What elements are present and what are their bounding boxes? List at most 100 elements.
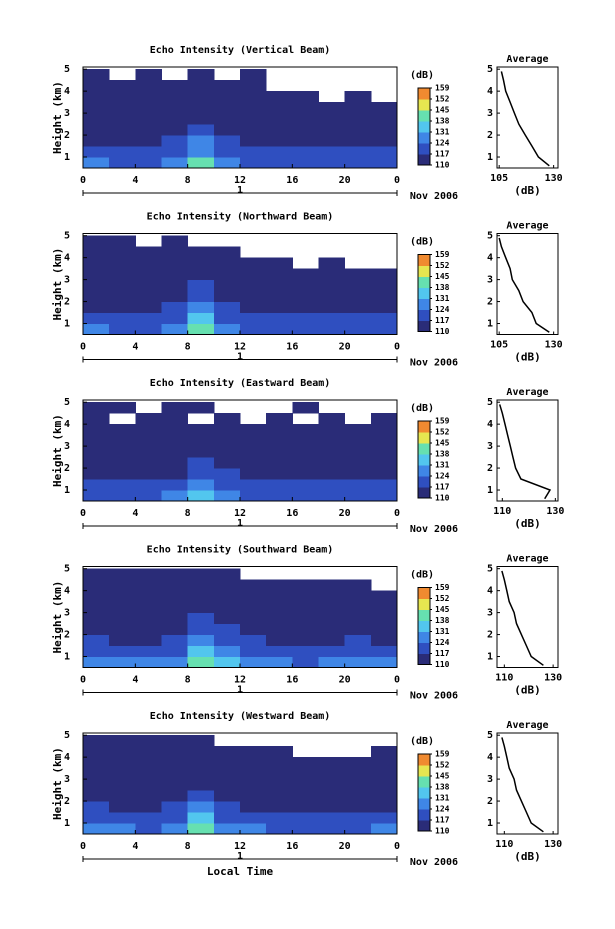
- heatmap-cell: [292, 124, 319, 136]
- heatmap-cell: [109, 113, 136, 125]
- heatmap-cell: [135, 757, 162, 769]
- heatmap-cell: [318, 823, 346, 835]
- colorbar-band: [418, 454, 430, 466]
- heatmap-cell: [292, 590, 319, 603]
- heatmap-cell: [187, 656, 215, 668]
- heatmap-cell: [318, 424, 346, 436]
- heatmap-cell: [344, 601, 372, 614]
- heatmap-cell: [135, 290, 162, 303]
- colorbar-band: [418, 798, 430, 810]
- x-tick-label: 105: [490, 340, 508, 351]
- heatmap-cell: [292, 656, 319, 668]
- heatmap-cell: [83, 656, 110, 668]
- heatmap-cell: [187, 590, 215, 603]
- heatmap-cell: [135, 102, 162, 114]
- heatmap-cell: [161, 290, 189, 303]
- heatmap-cell: [292, 634, 319, 647]
- heatmap-cell: [240, 790, 267, 802]
- heatmap-cell: [292, 812, 319, 824]
- heatmap-cell: [83, 91, 110, 103]
- heatmap-cell: [161, 490, 189, 502]
- y-tick-label: 5: [64, 64, 70, 75]
- heatmap-cell: [344, 113, 372, 125]
- heatmap-cell: [109, 157, 136, 169]
- heatmap-cell: [344, 157, 372, 169]
- heatmap-cell: [109, 656, 136, 668]
- y-tick-label: 5: [64, 231, 70, 242]
- y-axis-label: Height (km): [51, 581, 64, 654]
- heatmap-cell: [266, 490, 293, 502]
- x-tick-label: 130: [546, 506, 564, 517]
- x-tick-label: 4: [132, 508, 138, 519]
- heatmap-cell: [213, 323, 241, 335]
- heatmap-cell: [187, 279, 215, 292]
- y-tick-label: 1: [487, 485, 493, 496]
- heatmap-cell: [161, 102, 189, 114]
- y-tick-label: 5: [64, 564, 70, 575]
- heatmap-cell: [344, 457, 372, 469]
- x-tick-label: 0: [394, 508, 400, 519]
- heatmap-cell: [370, 301, 398, 314]
- heatmap-cell: [135, 257, 162, 270]
- colorbar-label: (dB): [410, 736, 434, 747]
- heatmap-cell: [213, 301, 241, 314]
- heatmap-cell: [161, 80, 189, 92]
- heatmap-cell: [213, 157, 241, 169]
- heatmap-cell: [266, 102, 293, 114]
- y-tick-label: 2: [64, 463, 70, 474]
- heatmap-cell: [370, 490, 398, 502]
- heatmap-cell: [109, 323, 136, 335]
- y-tick-label: 1: [64, 319, 70, 330]
- heatmap-cell: [240, 590, 267, 603]
- heatmap-cell: [83, 457, 110, 469]
- heatmap-cell: [161, 257, 189, 270]
- heatmap-cell: [292, 312, 319, 325]
- colorbar-band: [418, 787, 430, 799]
- heatmap-cell: [370, 656, 398, 668]
- heatmap-cell: [292, 779, 319, 791]
- heatmap-cell: [240, 479, 267, 491]
- heatmap-cell: [344, 590, 372, 603]
- heatmap-cell: [135, 268, 162, 281]
- colorbar-label: (dB): [410, 570, 434, 581]
- heatmap-cell: [109, 579, 136, 592]
- heatmap-cell: [213, 424, 241, 436]
- heatmap-cell: [344, 757, 372, 769]
- heatmap-cell: [266, 146, 293, 158]
- heatmap-cell: [370, 413, 398, 425]
- heatmap-cell: [318, 290, 346, 303]
- heatmap-cell: [187, 290, 215, 303]
- y-tick-label: 2: [487, 630, 493, 641]
- heatmap-cell: [370, 113, 398, 125]
- heatmap-cell: [161, 279, 189, 292]
- heatmap-cell: [213, 80, 241, 92]
- heatmap-cell: [266, 268, 293, 281]
- colorbar-tick-label: 131: [435, 461, 450, 470]
- heatmap-cell: [83, 757, 110, 769]
- heatmap-cell: [318, 634, 346, 647]
- y-axis-label: Height (km): [51, 248, 64, 321]
- heatmap-cell: [135, 579, 162, 592]
- heatmap-cell: [370, 768, 398, 780]
- heatmap-cell: [83, 568, 110, 581]
- heatmap-cell: [292, 268, 319, 281]
- colorbar-tick-label: 138: [435, 616, 450, 625]
- heatmap-cell: [83, 601, 110, 614]
- colorbar-tick-label: 159: [435, 583, 450, 592]
- y-tick-label: 3: [487, 608, 493, 619]
- date-note: Nov 2006: [410, 191, 458, 202]
- y-axis-label: Height (km): [51, 747, 64, 820]
- heatmap-cell: [370, 634, 398, 647]
- heatmap-cell: [213, 768, 241, 780]
- heatmap-cell: [266, 757, 293, 769]
- heatmap-cell: [266, 801, 293, 813]
- x-tick-label: 16: [286, 175, 298, 186]
- colorbar-tick-label: 117: [435, 150, 450, 159]
- heatmap-cell: [83, 468, 110, 480]
- x-tick-label: 0: [80, 675, 86, 686]
- heatmap-cell: [318, 601, 346, 614]
- heatmap-cell: [344, 435, 372, 447]
- y-tick-label: 1: [64, 652, 70, 663]
- x-tick-label: 16: [286, 841, 298, 852]
- heatmap-cell: [318, 413, 346, 425]
